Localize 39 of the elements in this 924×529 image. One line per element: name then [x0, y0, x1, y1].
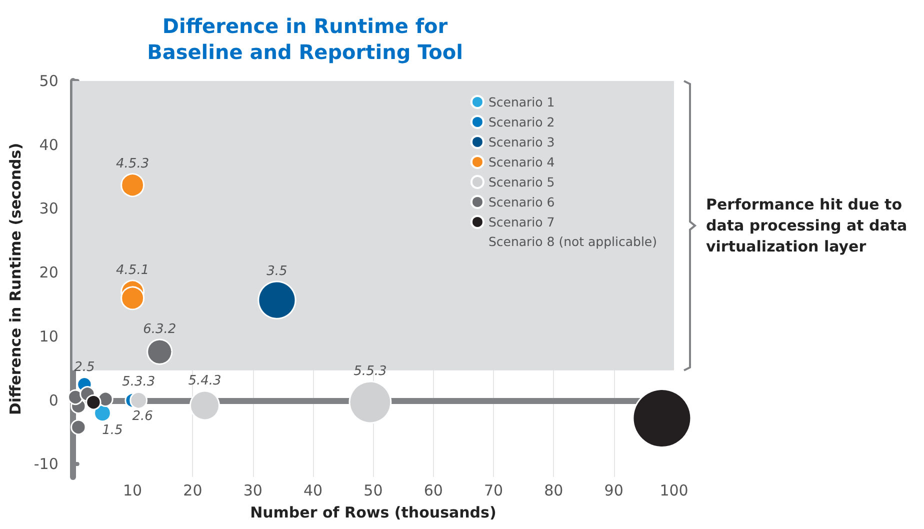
- y-tick-label: 10: [39, 327, 58, 346]
- x-tick-label: 20: [183, 482, 202, 500]
- legend-label: Scenario 3: [488, 134, 555, 150]
- legend-label: Scenario 2: [488, 114, 555, 130]
- y-axis-title: Difference in Runtime (seconds): [6, 142, 24, 416]
- x-tick-label: 100: [660, 482, 688, 500]
- annotation: 5.5.3: [354, 364, 387, 380]
- y-tick-label: 0: [48, 391, 58, 410]
- x-tick-label: 40: [303, 482, 323, 500]
- y-tick-label: -10: [34, 455, 58, 474]
- text: Scenario 8 (not applicable): [488, 234, 658, 249]
- annotation: 2.5: [74, 360, 95, 375]
- legend-label: Scenario 1: [488, 94, 555, 110]
- x-axis-title: Number of Rows (thousands): [250, 504, 496, 522]
- annotation: 5.4.3: [188, 373, 222, 388]
- legend-label: Scenario 7: [488, 214, 555, 230]
- legend-label: Scenario 4: [488, 154, 555, 170]
- y-tick-label: 30: [39, 200, 58, 218]
- x-tick-label: 60: [424, 482, 443, 500]
- y-tick-label: 50: [39, 72, 58, 90]
- x-tick-label: 30: [243, 482, 262, 500]
- x-tick-label: 70: [484, 482, 504, 500]
- annotation: 2.6: [132, 408, 153, 424]
- annotation: 5.3.3: [122, 374, 156, 390]
- legend-label: Scenario 5: [488, 174, 555, 190]
- annotation: 4.5.1: [116, 263, 150, 278]
- annotation: 6.3.2: [143, 322, 176, 338]
- x-tick-label: 80: [544, 482, 564, 500]
- x-tick-label: 50: [364, 482, 383, 500]
- chart-title: Difference in Runtime for Baseline and Reporting Tool: [147, 14, 463, 64]
- y-tick-label: 40: [39, 136, 58, 154]
- y-tick-label: 20: [39, 264, 58, 282]
- annotation: 3.5: [266, 264, 288, 280]
- legend-label: Scenario 6: [488, 194, 555, 210]
- x-tick-label: 10: [123, 482, 142, 500]
- x-tick-label: 90: [604, 482, 624, 500]
- annotation: 1.5: [102, 422, 123, 438]
- band-label: Performance hit due to data processing at data virtualization layer: [706, 196, 912, 256]
- annotation: 4.5.3: [116, 156, 150, 172]
